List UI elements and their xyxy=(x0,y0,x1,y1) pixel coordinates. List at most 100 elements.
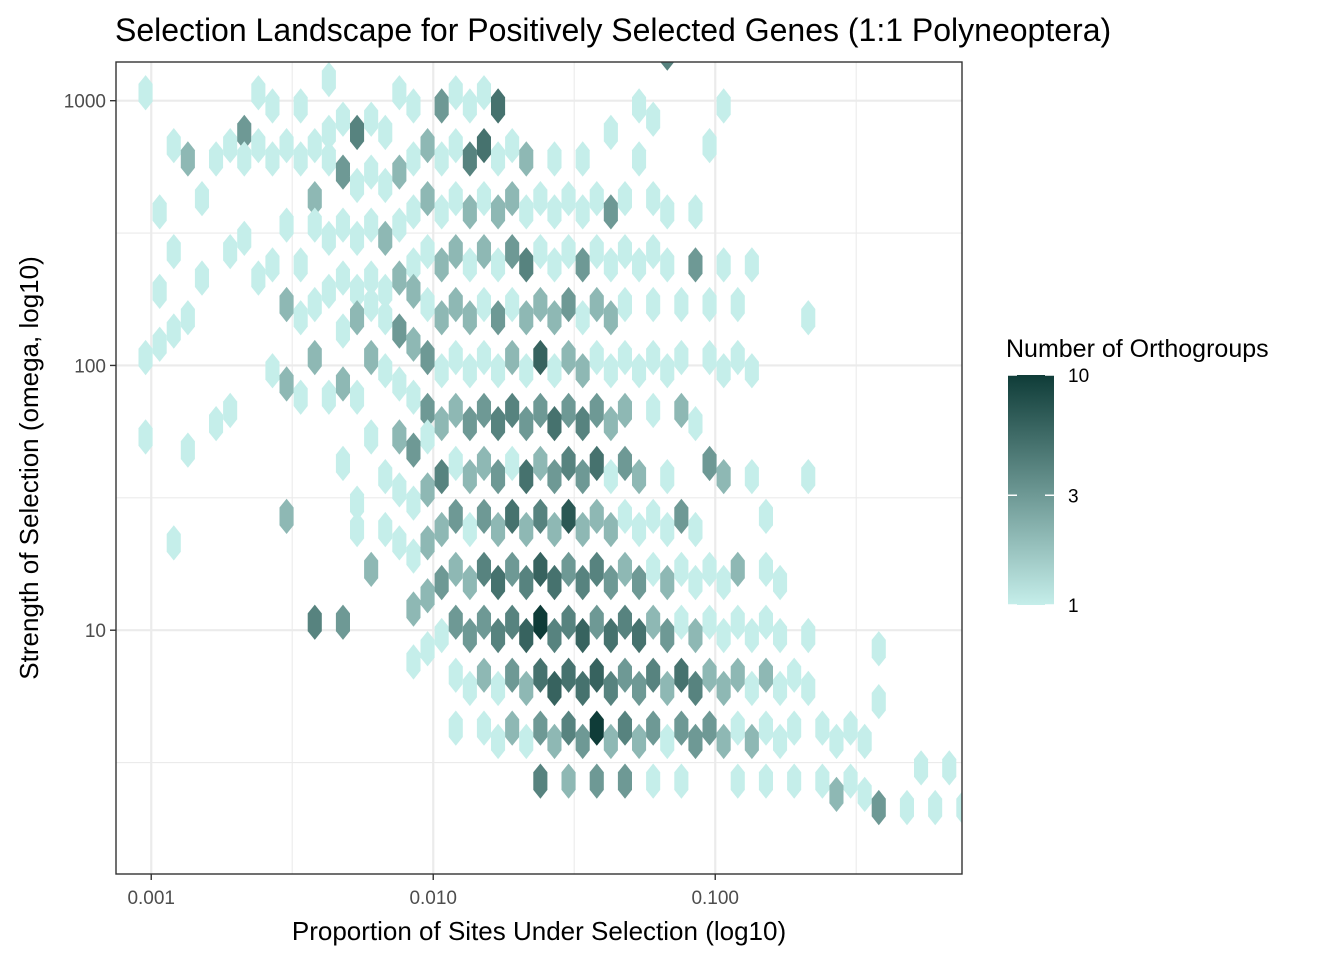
hexbin-cell xyxy=(350,167,365,204)
hexbin-cell xyxy=(660,62,675,71)
hexbin-cell xyxy=(603,300,618,336)
hexbin-cell xyxy=(702,551,717,587)
hexbin-cell xyxy=(194,260,209,296)
hexbin-cell xyxy=(321,62,336,98)
hexbin-cell xyxy=(265,353,280,389)
hexbin-cell xyxy=(406,432,421,468)
hexbin-cell xyxy=(209,141,224,177)
hexbin-cell xyxy=(505,392,520,429)
hexbin-cell xyxy=(519,670,534,707)
hexbin-cell xyxy=(617,286,632,323)
hexbin-cell xyxy=(758,551,773,587)
hexbin-cell xyxy=(646,604,661,640)
hexbin-cell xyxy=(434,617,449,654)
hexbin-cell xyxy=(378,511,393,548)
x-tick-label: 0.001 xyxy=(127,888,175,909)
hexbin-cell xyxy=(434,406,449,442)
hexbin-cell xyxy=(589,763,604,799)
hexbin-cell xyxy=(758,657,773,693)
hexbin-cell xyxy=(420,339,435,376)
hexbin-cell xyxy=(603,114,618,151)
color-legend: Number of Orthogroups 1 3 10 xyxy=(1006,335,1269,617)
hexbin-cell xyxy=(378,459,393,495)
hexbin-cell xyxy=(293,379,308,415)
hexbin-cell xyxy=(744,353,759,389)
hexbin-cell xyxy=(575,459,590,495)
hexbin-cell xyxy=(392,154,407,190)
hexbin-cell xyxy=(448,657,463,693)
hexbin-cell xyxy=(660,511,675,548)
hexbin-cell xyxy=(646,286,661,323)
hexbin-cell xyxy=(646,181,661,217)
hexbin-cell xyxy=(462,564,477,601)
hexbin-cell xyxy=(434,300,449,336)
legend-tick-label: 3 xyxy=(1068,486,1079,507)
hexbin-cell xyxy=(561,604,576,640)
chart-title: Selection Landscape for Positively Selec… xyxy=(115,12,1111,48)
hexbin-cell xyxy=(194,181,209,217)
hexbin-cell xyxy=(505,604,520,640)
hexbin-cell xyxy=(519,723,534,760)
hexbin-cell xyxy=(646,392,661,429)
hexbin-cell xyxy=(632,723,647,760)
hexbin-cell xyxy=(533,604,548,640)
hexbin-cell xyxy=(688,617,703,654)
hexbin-cell xyxy=(829,723,844,760)
hexbin-cell xyxy=(871,631,886,667)
hexbin-cell xyxy=(462,300,477,336)
hexbin-cell xyxy=(307,207,322,243)
hexbin-cell xyxy=(758,710,773,746)
hexbin-cell xyxy=(575,617,590,654)
hexbin-cell xyxy=(307,286,322,323)
hexbin-cell xyxy=(660,353,675,389)
hexbin-cell xyxy=(632,353,647,389)
hexbin-cell xyxy=(773,564,788,601)
hexbin-cell xyxy=(533,445,548,482)
hexbin-cell xyxy=(547,141,562,177)
hexbin-cell xyxy=(674,763,689,799)
hexbin-cell xyxy=(364,207,379,243)
hexbin-cell xyxy=(533,657,548,693)
hexbin-cell xyxy=(307,128,322,164)
hexbin-cell xyxy=(702,604,717,640)
hexbin-cell xyxy=(716,88,731,124)
hexbin-cell xyxy=(716,723,731,760)
hexbin-cell xyxy=(448,234,463,270)
hexbin-cell xyxy=(843,763,858,799)
hexbin-cell xyxy=(448,339,463,376)
hexbin-cell xyxy=(406,644,421,680)
hexbin-cell xyxy=(787,763,802,799)
hexbin-cell xyxy=(420,419,435,455)
x-tick-label: 0.100 xyxy=(691,888,739,909)
hexbin-cell xyxy=(519,564,534,601)
hexbin-cell xyxy=(533,763,548,799)
x-axis-title: Proportion of Sites Under Selection (log… xyxy=(292,916,786,946)
hexbin-cell xyxy=(632,459,647,495)
hexbin-cell xyxy=(617,657,632,693)
hexbin-cell xyxy=(434,141,449,177)
hexbin-cell xyxy=(603,670,618,707)
hexbin-cell xyxy=(420,472,435,508)
hexbin-cell xyxy=(773,723,788,760)
hexbin-cell xyxy=(801,617,816,654)
hexbin-cell xyxy=(871,789,886,826)
hexbin-cell xyxy=(561,710,576,746)
hexbin-cell xyxy=(335,313,350,349)
hexbin-cell xyxy=(364,286,379,323)
hexbin-cell xyxy=(730,551,745,587)
hexbin-cell xyxy=(491,511,506,548)
hexbin-cell xyxy=(547,353,562,389)
hexbin-cell xyxy=(476,339,491,376)
hexbin-cell xyxy=(547,723,562,760)
hexbin-cell xyxy=(434,194,449,230)
hexbin-cell xyxy=(434,564,449,601)
hexbin-cell xyxy=(307,604,322,640)
hexbin-cell xyxy=(589,392,604,429)
hexbin-cell xyxy=(533,234,548,270)
hexbin-cell xyxy=(406,194,421,230)
hexbin-cell xyxy=(547,194,562,230)
hexbin-cell xyxy=(476,551,491,587)
hexbin-cell xyxy=(744,617,759,654)
hexbin-cell xyxy=(702,339,717,376)
hexbin-cell xyxy=(519,406,534,442)
